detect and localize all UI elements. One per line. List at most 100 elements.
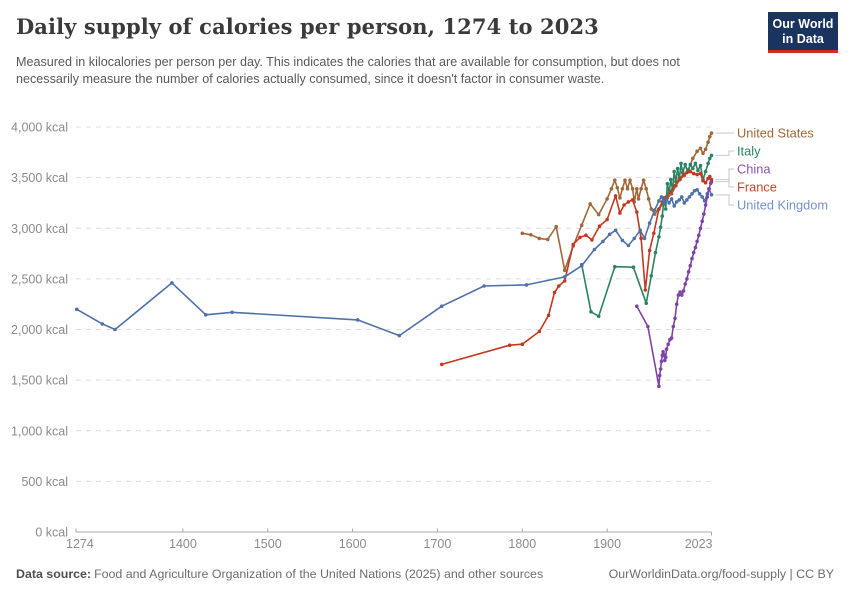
- data-point[interactable]: [685, 170, 689, 175]
- data-point[interactable]: [170, 281, 174, 285]
- data-point[interactable]: [709, 179, 714, 184]
- data-point[interactable]: [660, 214, 665, 218]
- data-point[interactable]: [683, 162, 687, 167]
- data-point[interactable]: [659, 359, 664, 364]
- data-point[interactable]: [622, 203, 626, 207]
- data-point[interactable]: [693, 161, 698, 166]
- data-point[interactable]: [641, 178, 646, 182]
- data-point[interactable]: [652, 231, 656, 236]
- data-point[interactable]: [605, 217, 609, 222]
- data-point[interactable]: [520, 231, 525, 236]
- data-point[interactable]: [657, 199, 661, 203]
- data-point[interactable]: [709, 153, 714, 158]
- data-point[interactable]: [686, 270, 691, 274]
- data-point[interactable]: [708, 174, 712, 179]
- data-point[interactable]: [673, 316, 677, 321]
- data-point[interactable]: [680, 293, 684, 297]
- data-point[interactable]: [578, 235, 582, 240]
- data-point[interactable]: [682, 201, 687, 205]
- data-point[interactable]: [679, 161, 683, 166]
- data-point[interactable]: [646, 324, 650, 329]
- data-point[interactable]: [663, 358, 667, 363]
- data-point[interactable]: [697, 233, 701, 238]
- data-point[interactable]: [693, 245, 698, 250]
- data-point[interactable]: [665, 181, 670, 186]
- data-point[interactable]: [625, 187, 630, 191]
- data-point[interactable]: [588, 202, 592, 206]
- data-point[interactable]: [626, 200, 631, 204]
- data-point[interactable]: [681, 172, 686, 177]
- data-point[interactable]: [669, 177, 673, 182]
- data-point[interactable]: [613, 228, 618, 233]
- data-point[interactable]: [649, 207, 654, 211]
- data-point[interactable]: [709, 131, 714, 135]
- data-point[interactable]: [507, 343, 512, 348]
- data-point[interactable]: [688, 263, 693, 268]
- owid-logo[interactable]: Our World in Data: [768, 12, 838, 53]
- data-point[interactable]: [635, 210, 639, 214]
- data-point[interactable]: [669, 197, 674, 201]
- data-point[interactable]: [709, 193, 714, 197]
- data-point[interactable]: [658, 367, 663, 371]
- data-point[interactable]: [675, 166, 680, 171]
- data-point[interactable]: [698, 226, 703, 231]
- data-point[interactable]: [663, 207, 668, 211]
- data-point[interactable]: [644, 301, 648, 306]
- data-point[interactable]: [557, 284, 561, 288]
- data-point[interactable]: [697, 192, 702, 196]
- data-point[interactable]: [439, 362, 444, 367]
- data-point[interactable]: [690, 192, 694, 196]
- data-point[interactable]: [657, 384, 661, 389]
- data-point[interactable]: [678, 290, 682, 294]
- data-point[interactable]: [545, 237, 550, 242]
- data-point[interactable]: [676, 293, 681, 297]
- data-point[interactable]: [596, 212, 601, 217]
- data-point[interactable]: [230, 310, 234, 315]
- data-point[interactable]: [657, 235, 661, 239]
- data-point[interactable]: [661, 350, 665, 354]
- data-point[interactable]: [705, 195, 710, 199]
- data-point[interactable]: [685, 198, 689, 202]
- data-point[interactable]: [620, 238, 625, 243]
- data-point[interactable]: [657, 373, 662, 378]
- data-point[interactable]: [669, 336, 674, 340]
- data-point[interactable]: [659, 195, 664, 199]
- data-point[interactable]: [695, 149, 699, 154]
- data-point[interactable]: [590, 238, 594, 242]
- data-point[interactable]: [620, 187, 625, 191]
- data-point[interactable]: [702, 212, 706, 216]
- data-point[interactable]: [647, 221, 652, 225]
- data-point[interactable]: [546, 313, 551, 318]
- data-point[interactable]: [706, 140, 710, 144]
- data-point[interactable]: [691, 171, 696, 176]
- data-point[interactable]: [630, 187, 635, 191]
- data-point[interactable]: [701, 178, 705, 183]
- data-point[interactable]: [708, 156, 712, 161]
- series-line-china[interactable]: [635, 180, 713, 388]
- data-point[interactable]: [524, 283, 529, 287]
- data-point[interactable]: [571, 242, 575, 247]
- data-point[interactable]: [706, 161, 710, 166]
- data-point[interactable]: [700, 195, 704, 199]
- data-point[interactable]: [687, 195, 692, 199]
- data-point[interactable]: [703, 169, 708, 174]
- data-point[interactable]: [646, 197, 651, 201]
- data-point[interactable]: [113, 327, 117, 332]
- data-point[interactable]: [664, 347, 669, 352]
- data-point[interactable]: [579, 263, 584, 268]
- data-point[interactable]: [520, 342, 525, 347]
- data-point[interactable]: [537, 329, 542, 334]
- data-point[interactable]: [607, 232, 612, 237]
- legend-label-united-kingdom[interactable]: United Kingdom: [737, 198, 828, 213]
- data-point[interactable]: [653, 250, 658, 255]
- data-point[interactable]: [562, 268, 567, 273]
- data-point[interactable]: [562, 279, 567, 283]
- data-point[interactable]: [597, 224, 602, 228]
- data-point[interactable]: [623, 178, 627, 182]
- data-point[interactable]: [631, 265, 636, 270]
- data-point[interactable]: [632, 236, 637, 241]
- data-point[interactable]: [695, 188, 699, 192]
- data-point[interactable]: [674, 200, 679, 204]
- data-point[interactable]: [613, 194, 618, 198]
